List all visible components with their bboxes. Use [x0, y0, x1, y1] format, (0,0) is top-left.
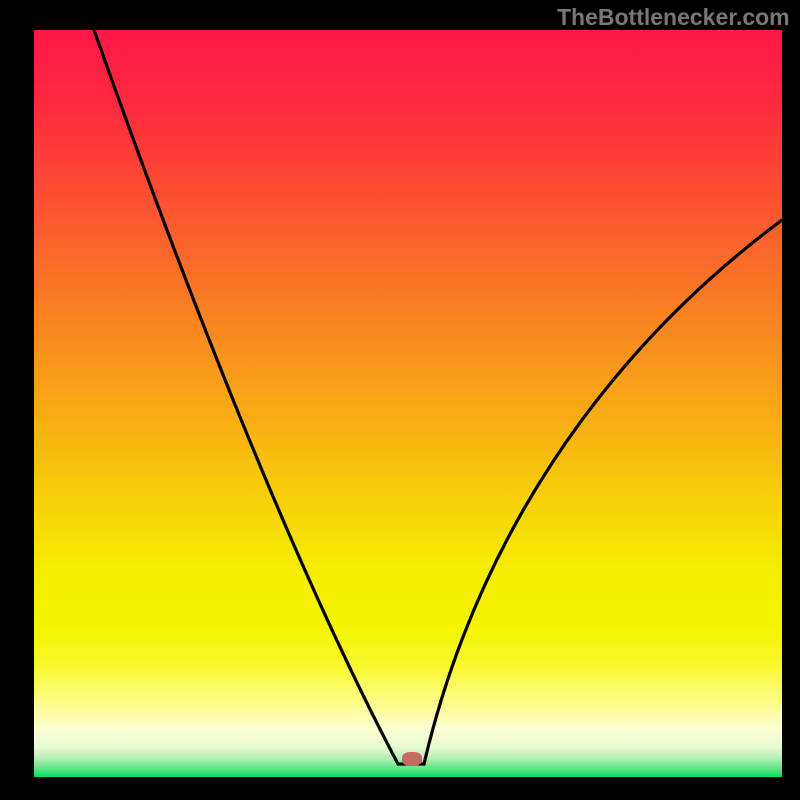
curve-layer [0, 0, 800, 800]
optimum-marker [402, 752, 422, 766]
chart-frame: TheBottlenecker.com [0, 0, 800, 800]
bottleneck-curve [94, 30, 782, 764]
watermark-text: TheBottlenecker.com [557, 4, 790, 31]
